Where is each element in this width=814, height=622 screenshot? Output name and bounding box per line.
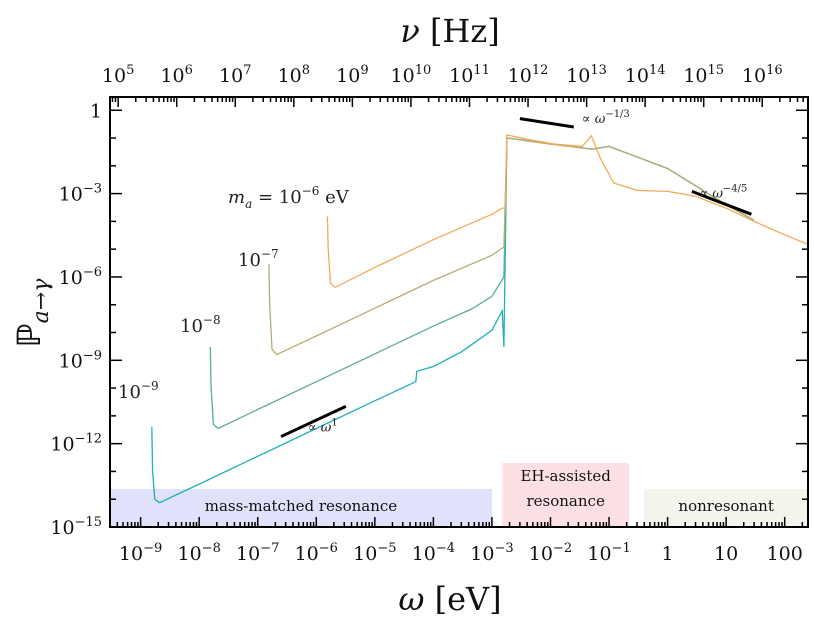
x2-tick-label: 1015: [683, 63, 724, 87]
y-tick-label: 10−6: [59, 265, 102, 289]
x-tick-label: 10−3: [470, 541, 513, 565]
region-labels: mass-matched resonance EH-assisted resonan…: [205, 467, 774, 515]
x2-tick-label: 1013: [566, 63, 607, 87]
region-label: resonance: [527, 492, 605, 510]
x-tick-label: 10−2: [529, 541, 572, 565]
y-axis-title: ℙa→γ: [10, 278, 54, 348]
y-tick-label: 1: [90, 100, 102, 122]
series-line: [326, 134, 809, 289]
svg-text:ℙa→γ: ℙa→γ: [10, 278, 54, 348]
x-tick-label: 100: [767, 543, 803, 565]
x2-tick-label: 1012: [508, 63, 549, 87]
x2-tick-label: 1011: [449, 63, 490, 87]
x2-tick-label: 1014: [625, 63, 666, 87]
slope-guide: [691, 190, 752, 216]
curve-label: ma = 10−6 eV: [228, 184, 350, 211]
x2-tick-label: 106: [160, 63, 192, 87]
x-tick-label: 10−5: [353, 541, 396, 565]
x2-tick-label: 108: [278, 63, 310, 87]
curve-label: 10−8: [180, 313, 221, 337]
plot-frame: [109, 96, 809, 528]
slope-guides: [280, 117, 752, 438]
x-tick-label: 10−1: [587, 541, 630, 565]
x-tick-label: 10: [714, 543, 738, 565]
x-tick-labels: 10−9 10−8 10−7 10−6 10−5 10−4 10−3 10−2 10−1 1 10 1…: [119, 541, 803, 565]
y-tick-label: 10−15: [50, 515, 102, 539]
x-tick-label: 10−9: [119, 541, 162, 565]
x-tick-label: 10−8: [177, 541, 220, 565]
y-tick-label: 10−3: [59, 182, 102, 206]
x-tick-label: 10−4: [412, 541, 455, 565]
region-bands: [110, 463, 808, 527]
x2-tick-label: 107: [219, 63, 251, 87]
series-line: [268, 137, 755, 356]
curves: [151, 134, 809, 504]
y-tick-labels: 1 10−3 10−6 10−9 10−12 10−15: [50, 100, 102, 539]
curve-label: 10−7: [238, 247, 279, 271]
curve-label: 10−9: [118, 379, 159, 403]
curve-labels: ma = 10−6 eV 10−7 10−8 10−9: [118, 184, 350, 403]
x2-tick-label: 105: [102, 63, 134, 87]
x2-axis-title: ν [Hz]: [400, 12, 499, 50]
x2-tick-labels: 105 106 107 108 109 1010 1011 1012 1013 1014 1015 1…: [102, 63, 783, 87]
slope-annotation: ∝ ω−4/5: [699, 183, 747, 201]
y-tick-label: 10−9: [59, 348, 102, 372]
x-tick-label: 1: [662, 543, 674, 565]
region-band: [110, 489, 492, 527]
annotations: ∝ ω1 ∝ ω−1/3 ∝ ω−4/5: [308, 109, 748, 435]
slope-annotation: ∝ ω−1/3: [582, 109, 630, 127]
axis-ticks: [109, 97, 809, 528]
series-line: [209, 137, 755, 430]
slope-guide: [519, 117, 575, 129]
x-tick-label: 10−6: [295, 541, 338, 565]
slope-annotation: ∝ ω1: [308, 417, 338, 435]
region-band: [502, 463, 630, 527]
region-label: EH-assisted: [520, 467, 611, 485]
region-label: mass-matched resonance: [205, 497, 398, 515]
y-tick-label: 10−12: [50, 432, 102, 456]
x2-tick-label: 109: [336, 63, 368, 87]
x-axis-title: ω [eV]: [398, 580, 501, 618]
x2-tick-label: 1016: [742, 63, 783, 87]
slope-guide: [280, 404, 347, 438]
region-label: nonresonant: [678, 497, 773, 515]
x-tick-label: 10−7: [236, 541, 279, 565]
x2-tick-label: 1010: [391, 63, 432, 87]
